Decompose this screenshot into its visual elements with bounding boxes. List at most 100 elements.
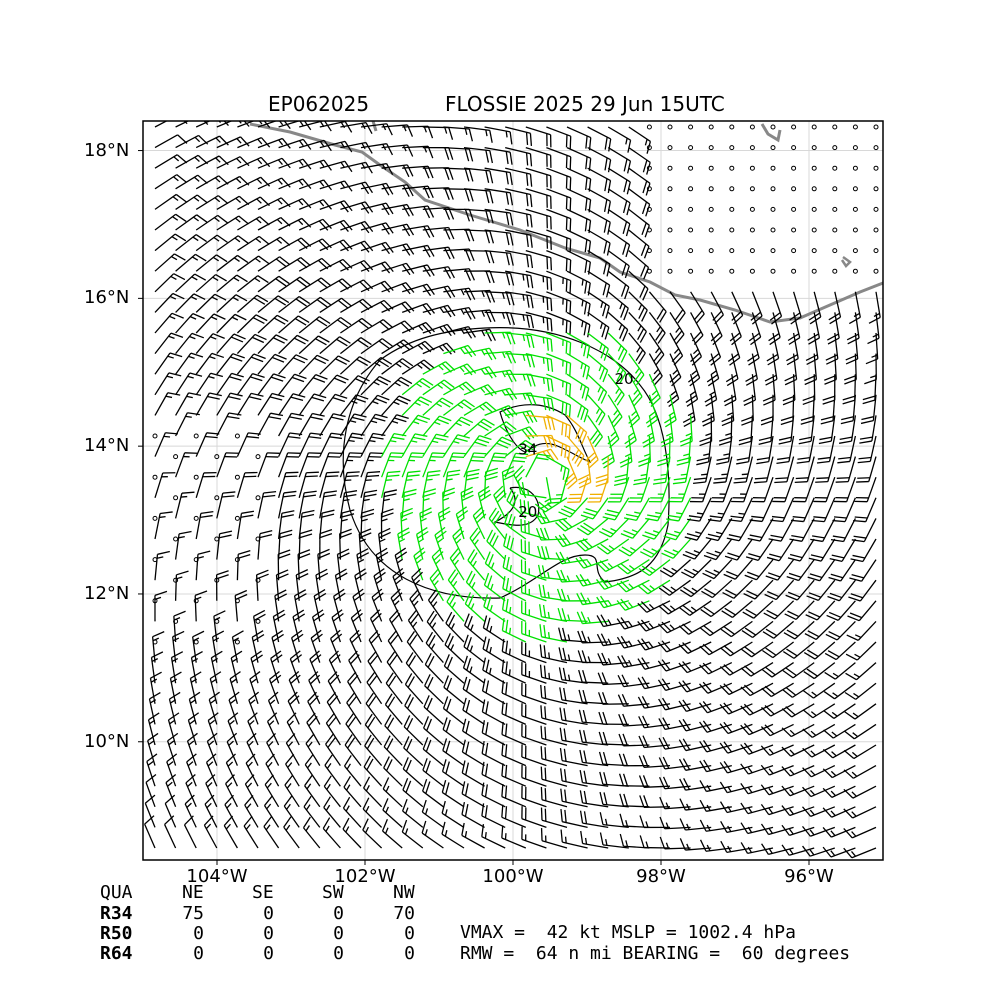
wind-barb xyxy=(323,775,341,808)
wind-barb xyxy=(283,795,300,828)
wind-barb xyxy=(618,753,650,767)
wind-barb xyxy=(319,413,346,437)
wind-barb xyxy=(257,256,291,272)
calm-marker xyxy=(852,145,858,151)
wind-barb xyxy=(645,497,671,522)
wind-barb xyxy=(236,333,267,355)
wind-barb xyxy=(559,707,588,726)
wind-barb xyxy=(422,397,454,416)
wind-barb xyxy=(800,394,815,425)
wind-barb xyxy=(298,490,317,519)
wind-barb xyxy=(442,717,465,746)
wind-barb xyxy=(257,529,273,560)
wind-barb xyxy=(750,291,763,325)
wind-barb xyxy=(505,392,537,406)
wind-barb xyxy=(237,255,270,272)
wind-barb xyxy=(613,456,630,487)
wind-barb xyxy=(796,435,815,464)
wind-barb xyxy=(423,695,444,725)
wind-barb xyxy=(520,518,547,540)
wind-barb xyxy=(288,671,301,705)
wind-barb xyxy=(149,671,162,704)
wind-barb xyxy=(340,240,374,253)
wind-barb xyxy=(483,594,506,622)
radii-row-label: R50 xyxy=(100,923,133,944)
wind-barb xyxy=(421,778,444,808)
wind-barb xyxy=(277,510,295,540)
wind-barb xyxy=(461,781,485,808)
wind-barb xyxy=(628,353,645,386)
wind-barb xyxy=(163,815,177,849)
wind-barb xyxy=(699,681,733,694)
wind-barb xyxy=(521,785,547,808)
wind-barb xyxy=(484,369,517,383)
wind-barb xyxy=(719,662,753,676)
wind-barb xyxy=(805,332,819,365)
wind-barb xyxy=(505,188,533,208)
calm-marker xyxy=(193,515,199,521)
wind-barb xyxy=(304,775,321,808)
wind-barb xyxy=(657,620,691,634)
wind-barb xyxy=(443,654,465,684)
radii-header: QUA xyxy=(100,882,133,903)
wind-barb xyxy=(558,627,588,643)
wind-barb xyxy=(213,610,226,643)
calm-marker xyxy=(255,618,261,624)
calm-marker xyxy=(688,186,694,192)
wind-barb xyxy=(642,415,655,448)
wind-barb xyxy=(278,334,309,355)
wind-barb xyxy=(504,426,539,440)
wind-barbs xyxy=(144,121,881,859)
calm-marker xyxy=(646,124,652,130)
radii-value: 0 xyxy=(333,923,344,944)
wind-barb xyxy=(192,630,205,663)
wind-barb xyxy=(705,518,733,542)
wind-barb xyxy=(764,353,778,386)
wind-barb xyxy=(175,273,207,293)
wind-barb xyxy=(678,620,712,635)
wind-barb xyxy=(380,452,404,478)
wind-barb xyxy=(352,588,365,622)
calm-marker xyxy=(729,248,735,254)
wind-barb xyxy=(381,223,415,237)
wind-barb xyxy=(517,481,547,499)
wind-barb xyxy=(618,538,650,557)
wind-barb xyxy=(216,392,243,416)
wind-barb xyxy=(463,613,486,643)
wind-barb xyxy=(546,373,572,397)
wind-barb xyxy=(195,254,228,272)
wind-barb xyxy=(422,266,455,279)
wind-barb xyxy=(360,452,383,478)
wind-barb xyxy=(216,215,249,231)
wind-barb xyxy=(236,392,264,416)
wind-barb xyxy=(785,579,815,601)
coast-north xyxy=(371,121,378,132)
wind-barb xyxy=(310,629,323,663)
wind-barb xyxy=(339,375,370,396)
wind-barb xyxy=(802,723,836,738)
wind-barb xyxy=(380,508,394,540)
wind-barb xyxy=(367,650,383,684)
wind-barb xyxy=(287,691,300,725)
wind-barb xyxy=(867,312,880,345)
wind-barb xyxy=(624,415,637,449)
wind-barb xyxy=(360,162,394,176)
wind-barb xyxy=(628,476,651,503)
wind-barb xyxy=(678,758,712,771)
wind-barb xyxy=(504,452,529,478)
calm-marker xyxy=(749,206,755,212)
wind-barb xyxy=(339,509,355,540)
wind-barb xyxy=(360,182,394,196)
wind-barb xyxy=(175,352,204,375)
wind-barb xyxy=(278,373,307,396)
wind-barb xyxy=(342,817,362,849)
wind-barb xyxy=(463,167,494,184)
wind-barb xyxy=(648,291,667,323)
wind-barb xyxy=(360,280,394,293)
wind-barb xyxy=(804,620,836,641)
calm-marker xyxy=(708,145,714,151)
wind-barb xyxy=(402,205,435,219)
wind-barb xyxy=(597,652,629,666)
wind-barb xyxy=(345,713,362,746)
wind-barb xyxy=(422,488,437,519)
